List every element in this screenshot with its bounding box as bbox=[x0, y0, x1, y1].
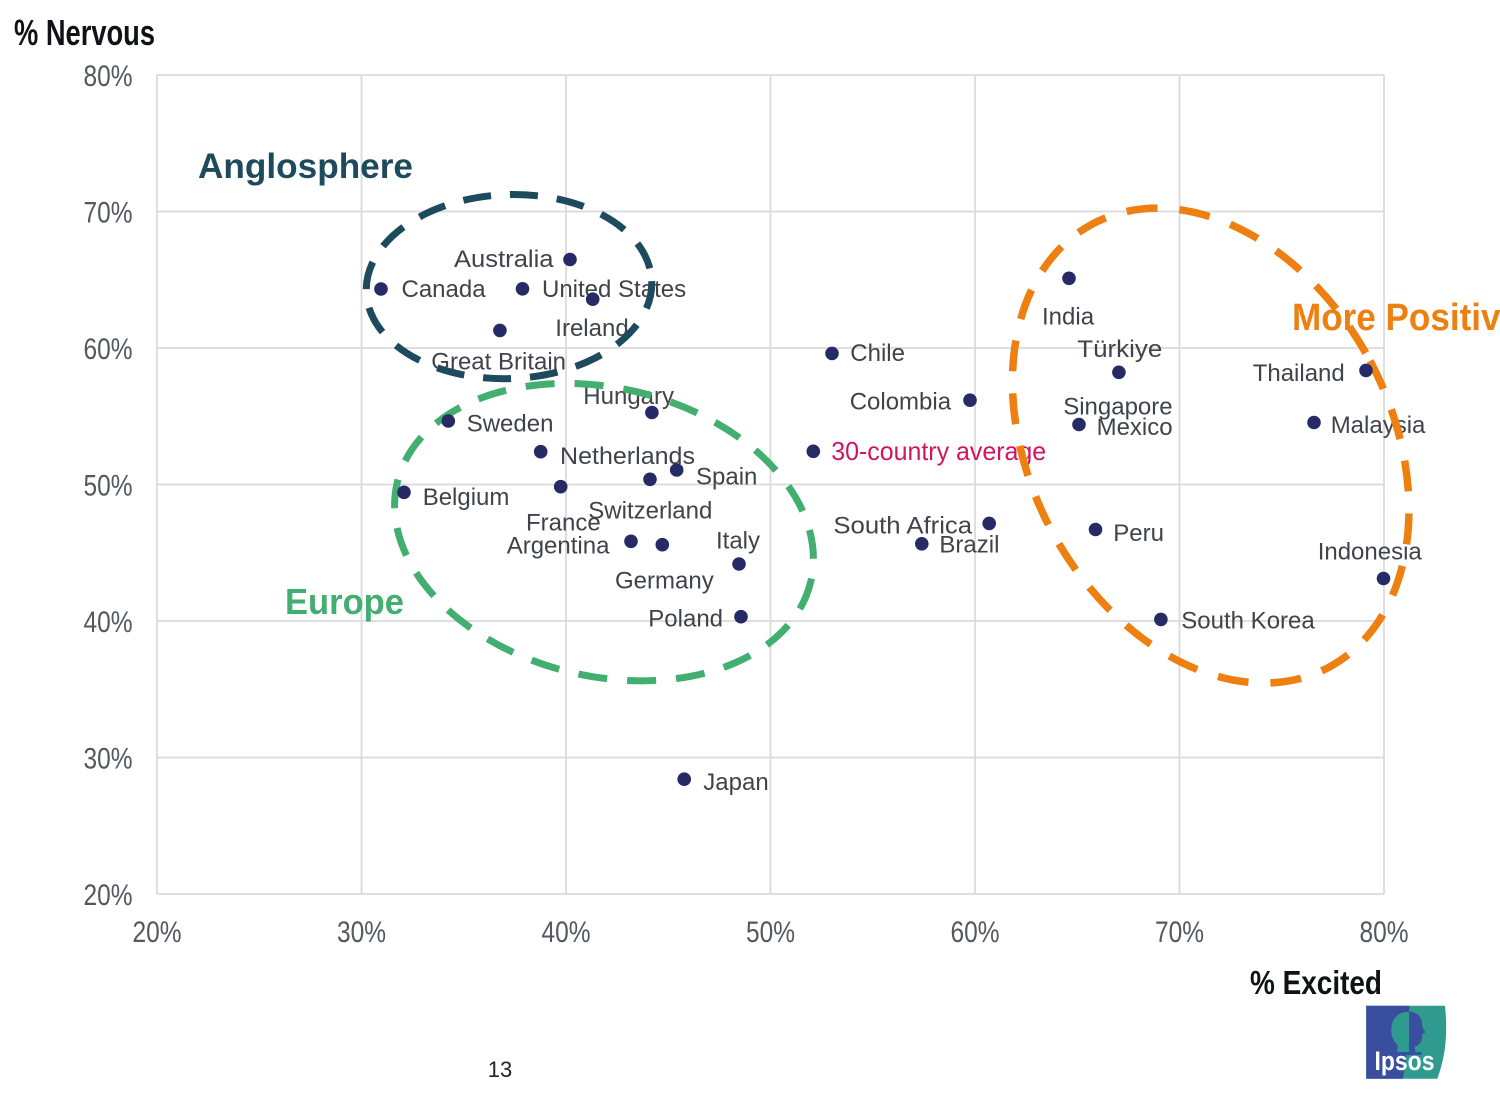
svg-text:80%: 80% bbox=[84, 60, 133, 93]
svg-text:80%: 80% bbox=[1360, 916, 1409, 949]
svg-text:Argentina: Argentina bbox=[507, 532, 610, 559]
svg-text:Peru: Peru bbox=[1113, 520, 1164, 547]
svg-text:Poland: Poland bbox=[648, 606, 723, 633]
svg-text:Australia: Australia bbox=[454, 246, 554, 273]
svg-text:20%: 20% bbox=[84, 879, 133, 912]
svg-text:30-country average: 30-country average bbox=[831, 436, 1046, 466]
svg-text:30%: 30% bbox=[84, 742, 133, 775]
svg-text:More Positive: More Positive bbox=[1292, 297, 1500, 339]
svg-text:13: 13 bbox=[488, 1057, 512, 1082]
svg-text:Germany: Germany bbox=[615, 567, 714, 594]
svg-text:Colombia: Colombia bbox=[850, 389, 952, 416]
svg-text:70%: 70% bbox=[1155, 916, 1204, 949]
svg-text:Türkiye: Türkiye bbox=[1077, 336, 1162, 363]
svg-text:India: India bbox=[1042, 304, 1095, 331]
svg-text:Spain: Spain bbox=[696, 463, 757, 490]
svg-text:60%: 60% bbox=[84, 333, 133, 366]
svg-text:Brazil: Brazil bbox=[939, 532, 999, 559]
svg-text:Anglosphere: Anglosphere bbox=[198, 147, 413, 186]
svg-text:60%: 60% bbox=[951, 916, 1000, 949]
svg-text:40%: 40% bbox=[84, 606, 133, 639]
svg-text:% Nervous: % Nervous bbox=[14, 12, 155, 53]
svg-text:Sweden: Sweden bbox=[467, 411, 554, 438]
svg-text:South Korea: South Korea bbox=[1181, 607, 1315, 634]
svg-text:France: France bbox=[526, 510, 601, 537]
svg-text:United States: United States bbox=[542, 276, 686, 303]
svg-text:Japan: Japan bbox=[703, 769, 768, 796]
svg-text:Canada: Canada bbox=[402, 276, 487, 303]
svg-text:40%: 40% bbox=[542, 916, 591, 949]
svg-text:Switzerland: Switzerland bbox=[588, 497, 712, 524]
svg-text:Europe: Europe bbox=[285, 581, 404, 622]
svg-text:70%: 70% bbox=[84, 196, 133, 229]
svg-text:50%: 50% bbox=[84, 469, 133, 502]
svg-text:Thailand: Thailand bbox=[1253, 360, 1345, 387]
svg-text:Chile: Chile bbox=[850, 340, 905, 367]
svg-text:Belgium: Belgium bbox=[423, 484, 510, 511]
svg-text:Italy: Italy bbox=[716, 527, 760, 554]
svg-text:Singapore: Singapore bbox=[1063, 394, 1172, 421]
svg-text:20%: 20% bbox=[133, 916, 182, 949]
svg-text:50%: 50% bbox=[746, 916, 795, 949]
svg-text:30%: 30% bbox=[337, 916, 386, 949]
svg-text:Malaysia: Malaysia bbox=[1331, 412, 1426, 439]
svg-text:Mexico: Mexico bbox=[1097, 414, 1173, 441]
svg-text:% Excited: % Excited bbox=[1250, 964, 1382, 1001]
svg-text:Ireland: Ireland bbox=[555, 315, 628, 342]
svg-text:South Africa: South Africa bbox=[833, 512, 972, 539]
svg-text:Ipsos: Ipsos bbox=[1375, 1046, 1435, 1076]
